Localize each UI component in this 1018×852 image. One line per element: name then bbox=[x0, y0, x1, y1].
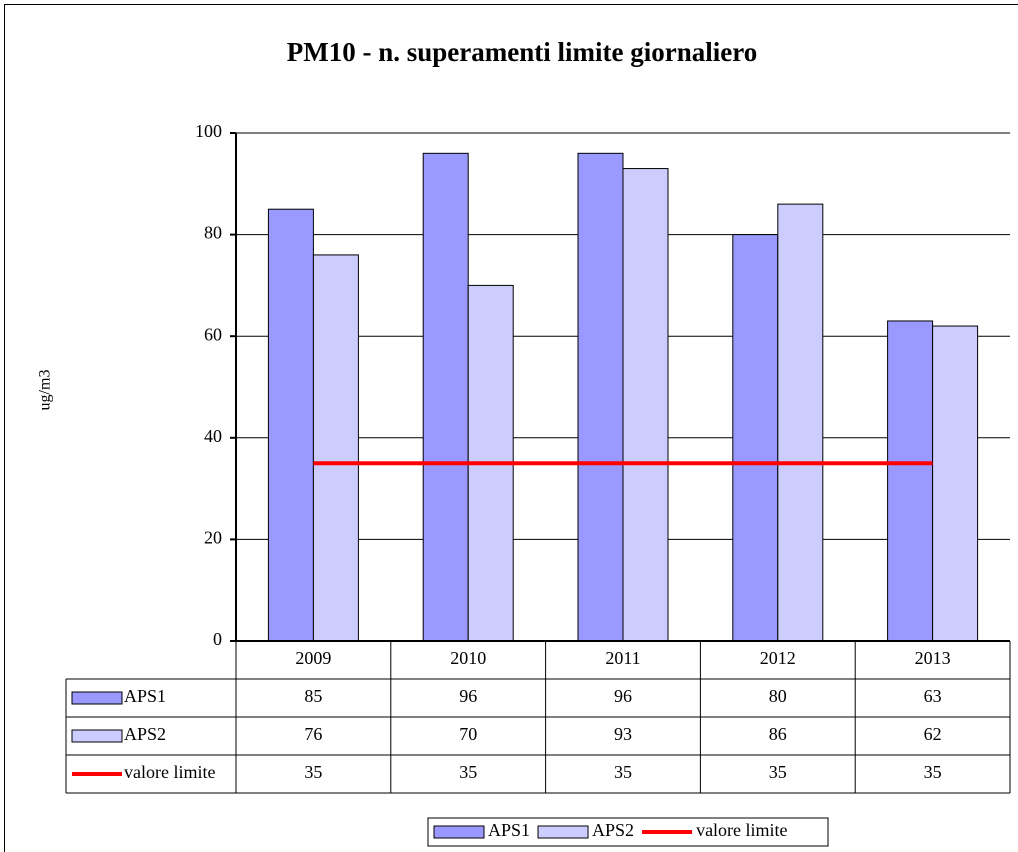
legend-symbol bbox=[537, 825, 589, 839]
y-tick-label: 40 bbox=[204, 426, 222, 446]
bar bbox=[577, 152, 624, 642]
bar bbox=[732, 234, 779, 642]
y-tick-label: 20 bbox=[204, 528, 222, 548]
table-value: 70 bbox=[459, 724, 477, 744]
table-value: 86 bbox=[769, 724, 787, 744]
legend-label: APS1 bbox=[488, 820, 530, 840]
bar bbox=[932, 325, 979, 642]
table-value: 85 bbox=[304, 686, 322, 706]
table-value: 35 bbox=[924, 762, 942, 782]
y-tick-label: 80 bbox=[204, 223, 222, 243]
table-value: 35 bbox=[304, 762, 322, 782]
table-series-name: APS1 bbox=[124, 686, 166, 706]
table-series-name: valore limite bbox=[124, 762, 215, 782]
table-value: 96 bbox=[614, 686, 632, 706]
y-tick-label: 0 bbox=[213, 629, 222, 649]
table-value: 80 bbox=[769, 686, 787, 706]
legend-label: APS2 bbox=[592, 820, 634, 840]
chart-title: PM10 - n. superamenti limite giornaliero bbox=[287, 37, 757, 67]
table-value: 35 bbox=[459, 762, 477, 782]
x-tick-label: 2011 bbox=[605, 648, 640, 668]
bar bbox=[422, 152, 469, 642]
x-tick-label: 2009 bbox=[295, 648, 331, 668]
table-value: 35 bbox=[769, 762, 787, 782]
x-tick-label: 2012 bbox=[760, 648, 796, 668]
table-value: 96 bbox=[459, 686, 477, 706]
x-tick-label: 2013 bbox=[915, 648, 951, 668]
table-legend-symbol bbox=[71, 729, 123, 743]
legend-label: valore limite bbox=[696, 820, 787, 840]
legend-box bbox=[427, 817, 829, 847]
bar bbox=[887, 320, 934, 642]
table-series-name: APS2 bbox=[124, 724, 166, 744]
y-axis-label: ug/m3 bbox=[37, 370, 54, 411]
bar bbox=[622, 168, 669, 642]
table-value: 93 bbox=[614, 724, 632, 744]
table-value: 62 bbox=[924, 724, 942, 744]
y-tick-label: 100 bbox=[195, 121, 222, 141]
table-legend-symbol bbox=[71, 691, 123, 705]
bar bbox=[267, 208, 314, 642]
table-value: 76 bbox=[304, 724, 322, 744]
bar bbox=[312, 254, 359, 642]
x-tick-label: 2010 bbox=[450, 648, 486, 668]
table-value: 35 bbox=[614, 762, 632, 782]
table-value: 63 bbox=[924, 686, 942, 706]
bar bbox=[777, 203, 824, 642]
y-tick-label: 60 bbox=[204, 324, 222, 344]
legend-symbol bbox=[433, 825, 485, 839]
